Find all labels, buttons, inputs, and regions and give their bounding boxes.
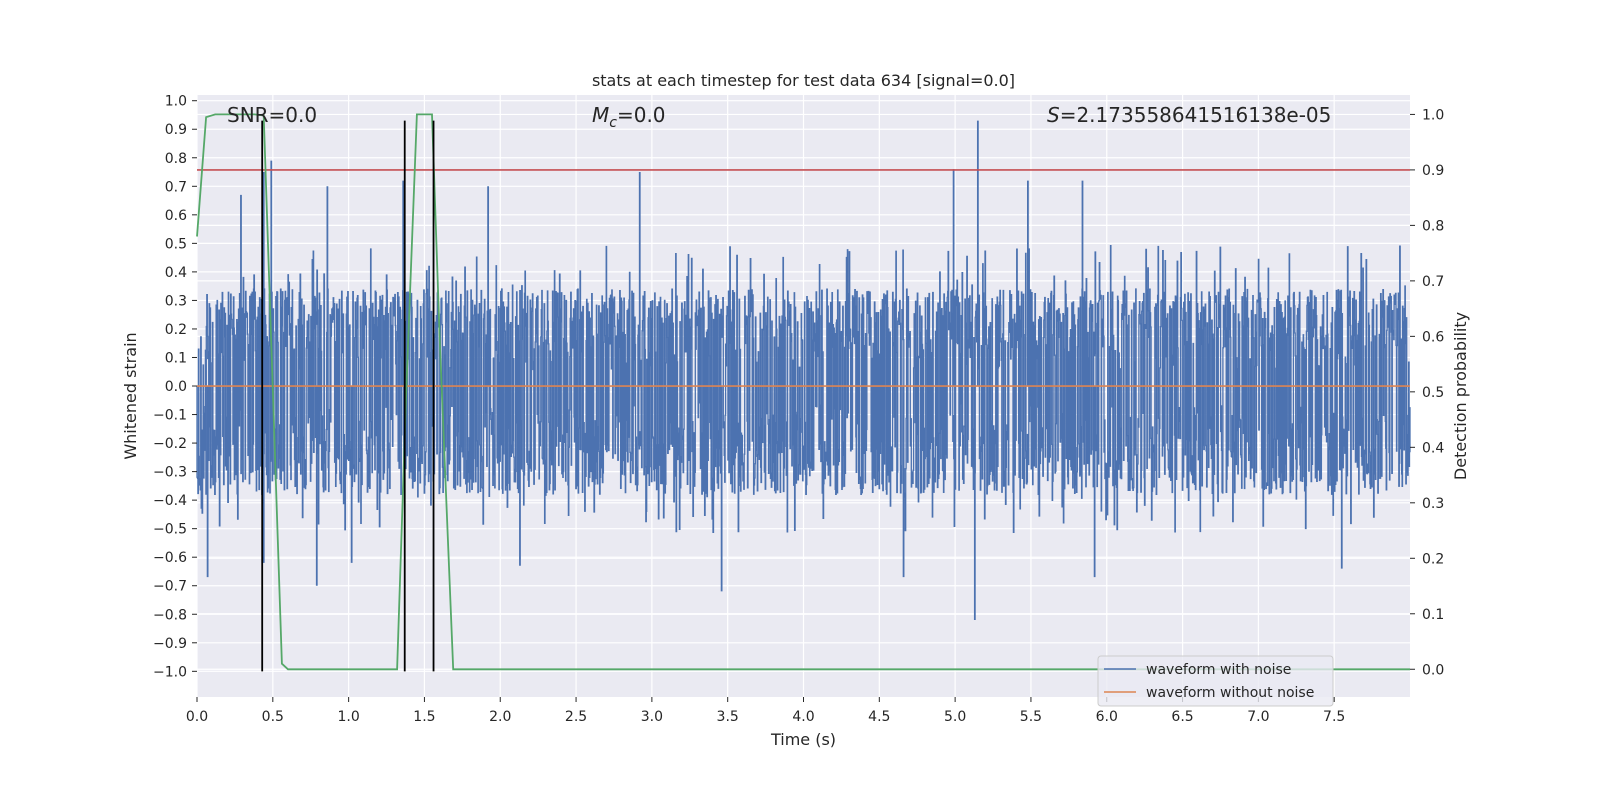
y2-tick-label: 1.0 [1422, 107, 1444, 123]
y-tick-label: −0.4 [153, 493, 187, 509]
s-value: =2.173558641516138e-05 [1060, 103, 1332, 127]
mc-subscript: c [609, 115, 617, 131]
legend-label-without-noise: waveform without noise [1146, 685, 1314, 701]
y2-tick-label: 0.6 [1422, 329, 1444, 345]
x-tick-label: 4.0 [792, 709, 814, 725]
x-tick-label: 1.5 [413, 709, 435, 725]
chirp-mass-annotation: Mc=0.0 [592, 103, 666, 131]
statistic-annotation: S=2.173558641516138e-05 [1047, 103, 1331, 127]
x-tick-label: 6.0 [1096, 709, 1118, 725]
y-tick-label: 0.9 [165, 122, 187, 138]
y2-tick-label: 0.8 [1422, 218, 1444, 234]
y-tick-label: −0.9 [153, 636, 187, 652]
y-tick-label: 0.7 [165, 179, 187, 195]
x-tick-label: 7.0 [1247, 709, 1269, 725]
y-tick-label: 0.8 [165, 151, 187, 167]
snr-annotation: SNR=0.0 [227, 103, 317, 127]
mc-symbol: M [592, 103, 609, 127]
y2-tick-label: 0.9 [1422, 163, 1444, 179]
x-tick-label: 4.5 [868, 709, 890, 725]
y-tick-label: −1.0 [153, 664, 187, 680]
y-tick-label: −0.7 [153, 579, 187, 595]
chart-title: stats at each timestep for test data 634… [592, 71, 1015, 90]
y-tick-label: −0.3 [153, 465, 187, 481]
y-tick-label: 0.5 [165, 236, 187, 252]
y-axis-label: Whitened strain [121, 332, 140, 459]
y-tick-label: 0.2 [165, 322, 187, 338]
y-tick-label: −0.1 [153, 408, 187, 424]
y-tick-label: 1.0 [165, 94, 187, 110]
mc-value: =0.0 [617, 103, 666, 127]
y-tick-label: 0.6 [165, 208, 187, 224]
detection-probability-line [196, 113, 1410, 671]
y-tick-label: −0.5 [153, 522, 187, 538]
y2-tick-label: 0.3 [1422, 496, 1444, 512]
x-tick-label: 1.0 [337, 709, 359, 725]
legend-box [1097, 655, 1334, 707]
x-tick-label: 0.0 [186, 709, 208, 725]
axes: 0.0 0.5 1.0 1.5 2.0 2.5 3.0 3.5 4.0 4.5 5.0 5.5 6.0 6… [153, 94, 1444, 725]
x-tick-label: 5.0 [944, 709, 966, 725]
x-tick-label: 2.5 [565, 709, 587, 725]
y2-tick-label: 0.5 [1422, 385, 1444, 401]
x-tick-label: 5.5 [1020, 709, 1042, 725]
y-tick-label: 0.4 [165, 265, 187, 281]
y2-tick-label: 0.4 [1422, 440, 1444, 456]
vertical-markers [261, 120, 435, 672]
y-tick-label: −0.2 [153, 436, 187, 452]
legend: waveform with noise waveform without noi… [1097, 655, 1334, 707]
y-tick-label: 0.0 [165, 379, 187, 395]
x-tick-label: 2.0 [489, 709, 511, 725]
x-tick-label: 3.0 [641, 709, 663, 725]
y-tick-label: −0.8 [153, 607, 187, 623]
y-tick-label: 0.3 [165, 293, 187, 309]
y-tick-label: 0.1 [165, 350, 187, 366]
y2-tick-label: 0.7 [1422, 274, 1444, 290]
y-tick-label: −0.6 [153, 550, 187, 566]
x-axis-label: Time (s) [770, 730, 836, 749]
s-symbol: S [1047, 103, 1060, 127]
y2-tick-label: 0.0 [1422, 662, 1444, 678]
y2-tick-label: 0.2 [1422, 551, 1444, 567]
y2-tick-label: 0.1 [1422, 607, 1444, 623]
x-tick-label: 6.5 [1171, 709, 1193, 725]
line-series [196, 113, 1410, 671]
x-tick-label: 0.5 [262, 709, 284, 725]
y2-axis-label: Detection probability [1451, 312, 1470, 480]
x-tick-label: 7.5 [1323, 709, 1345, 725]
x-tick-label: 3.5 [717, 709, 739, 725]
noise-waveform-line [196, 244, 1411, 533]
noise-waveform-series [196, 120, 1411, 620]
legend-label-with-noise: waveform with noise [1146, 662, 1291, 678]
